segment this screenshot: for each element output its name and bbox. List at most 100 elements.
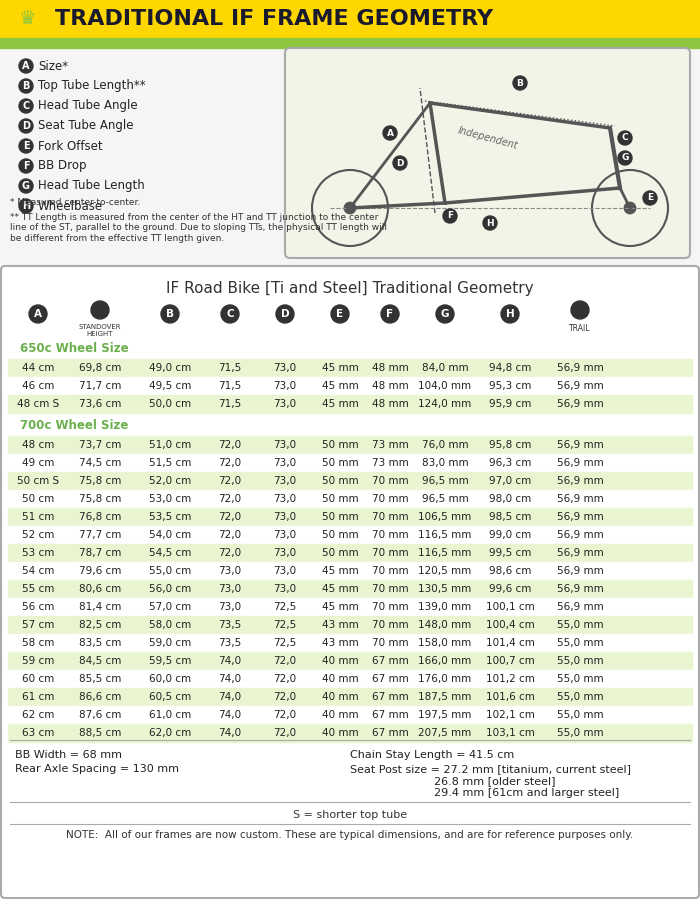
Text: 72,0: 72,0: [218, 530, 242, 540]
Text: 73,5: 73,5: [218, 620, 242, 630]
Text: 40 mm: 40 mm: [322, 710, 358, 720]
Text: 72,0: 72,0: [274, 674, 297, 684]
Text: 95,3 cm: 95,3 cm: [489, 381, 531, 391]
Text: 73,0: 73,0: [274, 381, 297, 391]
Text: 116,5 mm: 116,5 mm: [419, 530, 472, 540]
Text: 101,4 cm: 101,4 cm: [486, 638, 534, 648]
Text: Head Tube Length: Head Tube Length: [38, 180, 145, 192]
Text: 49 cm: 49 cm: [22, 458, 54, 468]
Text: 101,2 cm: 101,2 cm: [486, 674, 534, 684]
Text: 85,5 cm: 85,5 cm: [79, 674, 121, 684]
Text: 61 cm: 61 cm: [22, 692, 54, 702]
Text: 78,7 cm: 78,7 cm: [79, 548, 121, 558]
Text: 40 mm: 40 mm: [322, 674, 358, 684]
Circle shape: [161, 305, 179, 323]
Text: 56,9 mm: 56,9 mm: [556, 512, 603, 522]
Text: 104,0 mm: 104,0 mm: [419, 381, 472, 391]
Text: 70 mm: 70 mm: [372, 620, 408, 630]
Text: 72,0: 72,0: [274, 692, 297, 702]
Circle shape: [624, 202, 636, 214]
Text: 75,8 cm: 75,8 cm: [79, 476, 121, 486]
Text: B: B: [517, 78, 524, 87]
Text: 50 mm: 50 mm: [322, 458, 358, 468]
Text: NOTE:  All of our frames are now custom. These are typical dimensions, and are f: NOTE: All of our frames are now custom. …: [66, 830, 634, 840]
Circle shape: [276, 305, 294, 323]
Text: 103,1 cm: 103,1 cm: [486, 728, 534, 738]
Text: 56,9 mm: 56,9 mm: [556, 548, 603, 558]
Text: 70 mm: 70 mm: [372, 530, 408, 540]
Bar: [0, 0, 700, 38]
Text: 50,0 cm: 50,0 cm: [149, 399, 191, 409]
Text: 96,3 cm: 96,3 cm: [489, 458, 531, 468]
Text: 86,6 cm: 86,6 cm: [79, 692, 121, 702]
Text: G: G: [441, 309, 449, 319]
Text: G: G: [22, 181, 30, 191]
Circle shape: [443, 209, 457, 223]
Text: 84,0 mm: 84,0 mm: [421, 363, 468, 373]
Text: 56,9 mm: 56,9 mm: [556, 530, 603, 540]
Text: 59,5 cm: 59,5 cm: [149, 656, 191, 666]
Text: C: C: [622, 133, 629, 143]
Text: 52,0 cm: 52,0 cm: [149, 476, 191, 486]
Text: 207,5 mm: 207,5 mm: [419, 728, 472, 738]
Bar: [8, 688, 692, 706]
Text: 87,6 cm: 87,6 cm: [79, 710, 121, 720]
Text: 51 cm: 51 cm: [22, 512, 54, 522]
Text: ** TT Length is measured from the center of the HT and TT junction to the center: ** TT Length is measured from the center…: [10, 213, 387, 243]
Text: 100,4 cm: 100,4 cm: [486, 620, 534, 630]
Text: 60,0 cm: 60,0 cm: [149, 674, 191, 684]
Text: 43 mm: 43 mm: [321, 620, 358, 630]
Text: 120,5 mm: 120,5 mm: [419, 566, 472, 576]
Text: 50 mm: 50 mm: [322, 476, 358, 486]
Text: 62,0 cm: 62,0 cm: [149, 728, 191, 738]
Text: 75,8 cm: 75,8 cm: [79, 494, 121, 504]
Text: 67 mm: 67 mm: [372, 728, 408, 738]
Text: S = shorter top tube: S = shorter top tube: [293, 810, 407, 820]
Text: 176,0 mm: 176,0 mm: [419, 674, 472, 684]
Circle shape: [19, 139, 33, 153]
Text: 99,5 cm: 99,5 cm: [489, 548, 531, 558]
Text: 56,9 mm: 56,9 mm: [556, 602, 603, 612]
Text: 74,0: 74,0: [218, 656, 242, 666]
Bar: [8, 634, 692, 652]
Text: 72,5: 72,5: [274, 638, 297, 648]
Text: 73,0: 73,0: [274, 458, 297, 468]
Text: B: B: [166, 309, 174, 319]
Text: 50 mm: 50 mm: [322, 548, 358, 558]
Text: 53 cm: 53 cm: [22, 548, 54, 558]
Text: 55,0 mm: 55,0 mm: [556, 728, 603, 738]
Text: 48 cm: 48 cm: [22, 440, 54, 450]
Text: A: A: [22, 61, 29, 71]
Text: 55,0 mm: 55,0 mm: [556, 692, 603, 702]
Circle shape: [383, 126, 397, 140]
Text: 53,0 cm: 53,0 cm: [149, 494, 191, 504]
Bar: [8, 652, 692, 670]
Text: 97,0 cm: 97,0 cm: [489, 476, 531, 486]
Text: 73,0: 73,0: [274, 512, 297, 522]
Text: 50 mm: 50 mm: [322, 494, 358, 504]
Text: 51,5 cm: 51,5 cm: [149, 458, 191, 468]
Text: E: E: [22, 141, 29, 151]
Text: 73,0: 73,0: [218, 566, 242, 576]
Text: 71,5: 71,5: [218, 363, 242, 373]
Circle shape: [483, 216, 497, 230]
Text: 45 mm: 45 mm: [321, 584, 358, 594]
Text: 116,5 mm: 116,5 mm: [419, 548, 472, 558]
Text: D: D: [22, 121, 30, 131]
Text: 56,9 mm: 56,9 mm: [556, 494, 603, 504]
Text: 50 cm: 50 cm: [22, 494, 54, 504]
Text: 67 mm: 67 mm: [372, 692, 408, 702]
Text: 72,0: 72,0: [218, 440, 242, 450]
Text: 56,9 mm: 56,9 mm: [556, 566, 603, 576]
Text: 98,5 cm: 98,5 cm: [489, 512, 531, 522]
Text: 73,0: 73,0: [274, 494, 297, 504]
Text: BB Width = 68 mm: BB Width = 68 mm: [15, 750, 122, 760]
Text: 63 cm: 63 cm: [22, 728, 54, 738]
Text: 46 cm: 46 cm: [22, 381, 54, 391]
Circle shape: [19, 99, 33, 113]
Text: 48 mm: 48 mm: [372, 399, 408, 409]
Text: 45 mm: 45 mm: [321, 399, 358, 409]
Text: 73,0: 73,0: [274, 476, 297, 486]
Text: 56,9 mm: 56,9 mm: [556, 363, 603, 373]
Bar: [8, 359, 692, 377]
